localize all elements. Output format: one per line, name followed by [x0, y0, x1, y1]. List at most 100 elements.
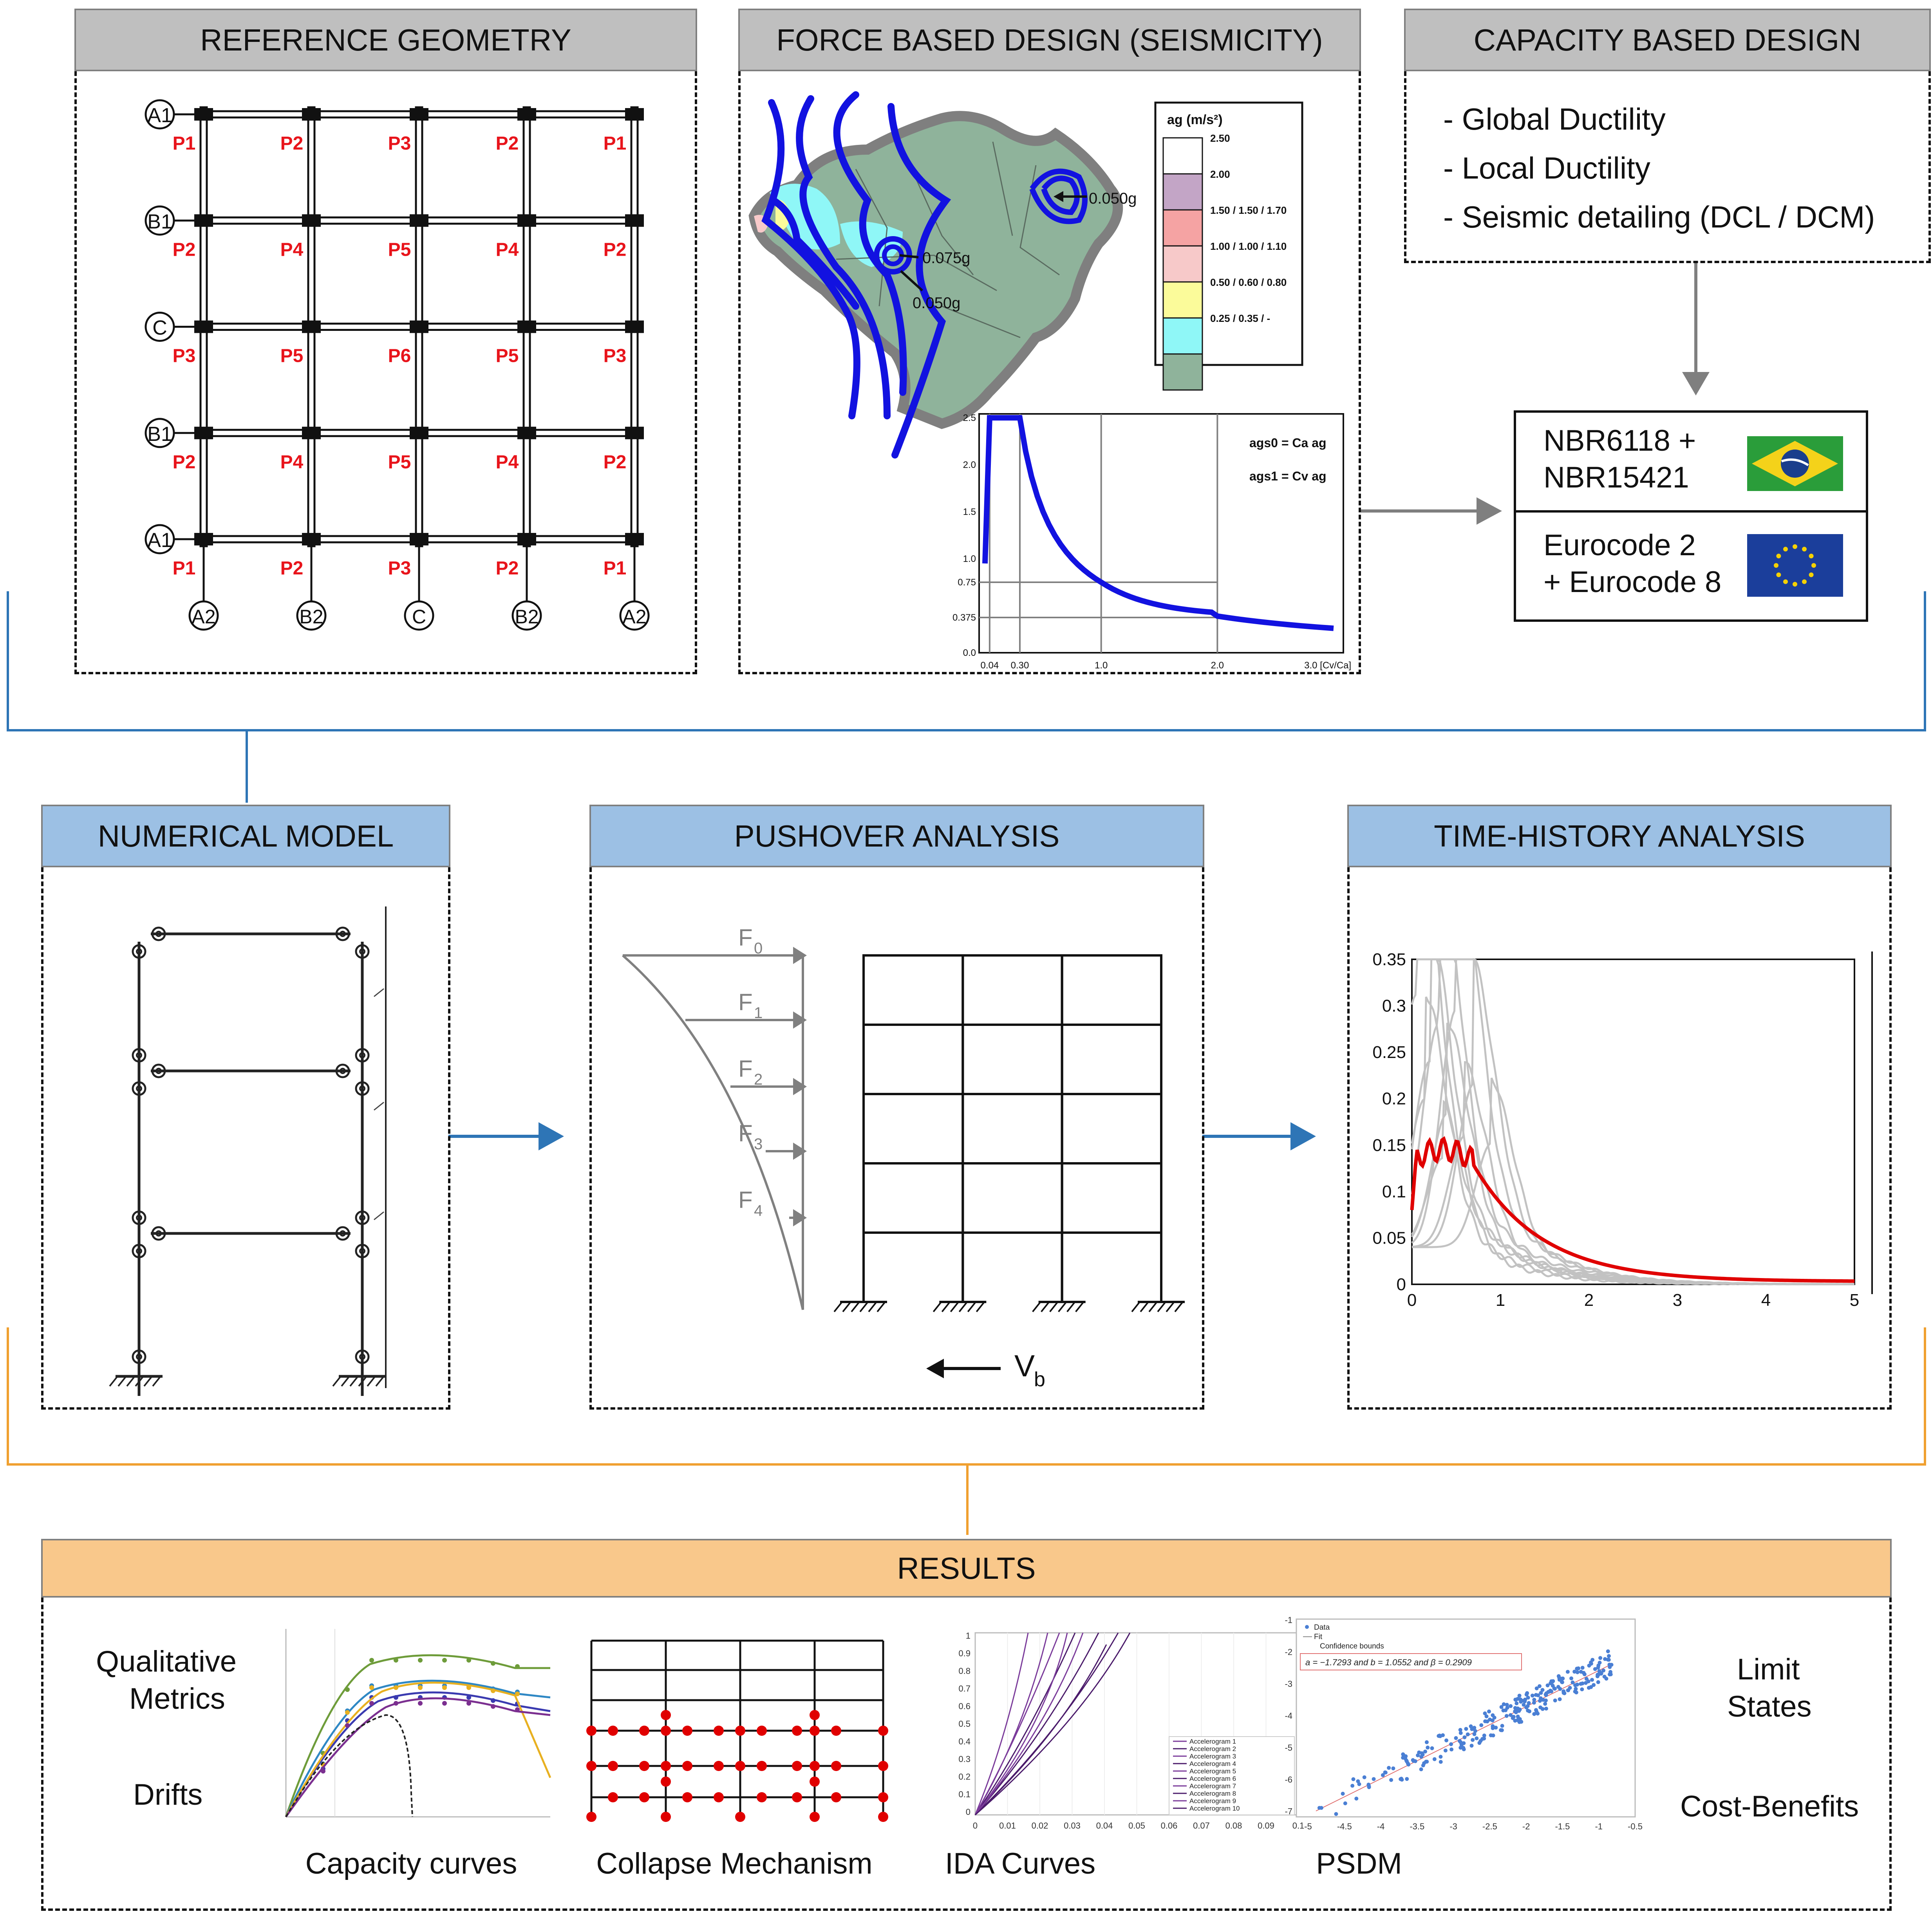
ida-curve — [974, 1632, 1084, 1815]
psdm-point — [1362, 1775, 1366, 1779]
pillar-label: P1 — [604, 558, 627, 579]
spring-icon — [136, 1085, 142, 1092]
spring-icon — [132, 1081, 146, 1096]
base-shear-subscript: b — [1034, 1368, 1045, 1391]
spring-icon — [151, 1063, 166, 1078]
pillar-label: P4 — [280, 239, 304, 260]
psdm-point — [1356, 1779, 1360, 1784]
psdm-x-tick: -2.5 — [1482, 1822, 1497, 1831]
capacity-point — [369, 1701, 374, 1706]
legend-label: 1.00 / 1.00 / 1.10 — [1210, 240, 1287, 252]
limit-label: Limit — [1737, 1653, 1800, 1686]
psdm-point — [1473, 1729, 1477, 1733]
spring-icon — [136, 1248, 142, 1254]
support-hatch — [109, 1376, 118, 1387]
force-label: F — [738, 1187, 753, 1213]
column — [517, 214, 536, 227]
arrowhead — [1054, 191, 1063, 202]
psdm-y-tick: -2 — [1285, 1647, 1292, 1657]
psdm-point — [1580, 1687, 1584, 1692]
legend-label: 0.25 / 0.35 / - — [1210, 312, 1270, 324]
psdm-point — [1566, 1688, 1570, 1692]
psdm-point — [1518, 1717, 1522, 1721]
axis-bubble — [145, 418, 175, 448]
spectrum-x-tick: 2.0 — [1211, 660, 1224, 671]
plastic-hinge — [735, 1812, 745, 1822]
support-hatch — [976, 1301, 985, 1313]
pillar-label: P1 — [604, 133, 627, 154]
plastic-hinge — [608, 1792, 618, 1802]
eu-star — [1774, 563, 1778, 568]
state-border — [942, 305, 1021, 338]
support-hatch — [967, 1301, 976, 1313]
psdm-point — [1381, 1773, 1385, 1777]
psdm-point — [1513, 1698, 1518, 1702]
psdm-point — [1557, 1677, 1562, 1682]
plastic-hinge — [682, 1726, 692, 1736]
psdm-point — [1514, 1710, 1518, 1715]
capacity-point — [491, 1661, 495, 1666]
support-hatch — [1066, 1301, 1076, 1313]
spring-icon — [355, 1048, 370, 1063]
spectrum-y-tick: 0.0 — [963, 648, 976, 658]
psdm-point — [1525, 1704, 1530, 1708]
psdm-point — [1484, 1714, 1489, 1719]
legend-label: 1.50 / 1.50 / 1.70 — [1210, 204, 1287, 216]
force-arrowhead — [793, 1011, 807, 1029]
psdm-x-tick: -1 — [1595, 1822, 1603, 1831]
psdm-point — [1515, 1701, 1519, 1706]
psdm-point — [1449, 1742, 1453, 1746]
capacity-point — [369, 1685, 374, 1690]
support-hatch — [1131, 1301, 1140, 1313]
support-hatch — [367, 1376, 376, 1387]
column — [625, 214, 644, 227]
load-curve — [622, 954, 804, 1310]
spectrum-curve — [982, 415, 1334, 631]
plastic-hinge — [586, 1812, 596, 1822]
ida-curve — [974, 1632, 1068, 1815]
psdm-point — [1424, 1740, 1429, 1744]
ida-curve — [974, 1632, 1048, 1815]
plastic-hinge — [608, 1726, 618, 1736]
contour-line — [833, 91, 907, 396]
plastic-hinge — [608, 1761, 618, 1771]
spring-icon — [132, 944, 146, 959]
codes-box: NBR6118 + NBR15421 Eurocode 2 + Eurocode… — [1514, 410, 1868, 622]
spring-icon — [359, 948, 365, 955]
th-x-tick: 3 — [1673, 1291, 1682, 1310]
legend-swatch — [1162, 353, 1203, 391]
spectrum-y-tick: 2.0 — [963, 460, 976, 470]
support-hatch — [152, 1376, 161, 1387]
psdm-point — [1539, 1691, 1543, 1695]
reference-geometry-box — [74, 71, 697, 674]
plastic-hinge — [810, 1777, 820, 1787]
eu-flag-field — [1747, 534, 1843, 597]
column — [302, 108, 321, 121]
column — [194, 426, 213, 439]
th-y-tick: 0.2 — [1382, 1089, 1406, 1109]
pillar-label: P3 — [173, 346, 196, 367]
psdm-point — [1598, 1656, 1603, 1660]
psdm-point — [1420, 1751, 1424, 1755]
seismic-map: 0.050g 0.075g 0.050g ag (m/s²) 2.50 2.00 1.50 … — [748, 91, 1351, 671]
psdm-point — [1487, 1717, 1492, 1722]
psdm-point — [1606, 1657, 1610, 1662]
column — [194, 320, 213, 333]
spring-icon — [151, 926, 166, 941]
eu-star — [1809, 572, 1814, 577]
capacity-point — [345, 1723, 350, 1728]
plastic-hinge — [878, 1726, 888, 1736]
force-label: F — [738, 1120, 753, 1146]
force-label: F — [738, 989, 753, 1015]
spectrum-x-tick: 0.30 — [1011, 660, 1029, 671]
psdm-point — [1462, 1735, 1467, 1739]
psdm-point — [1483, 1711, 1487, 1715]
legend-label: 2.50 — [1210, 132, 1230, 144]
legend-swatch — [1162, 245, 1203, 283]
support-hatch — [375, 1376, 385, 1387]
psdm-point — [1607, 1654, 1611, 1658]
plastic-hinge — [682, 1761, 692, 1771]
tick-mark — [374, 1211, 384, 1220]
europe-code-1: Eurocode 2 — [1543, 529, 1696, 562]
spring-icon — [359, 1052, 365, 1058]
